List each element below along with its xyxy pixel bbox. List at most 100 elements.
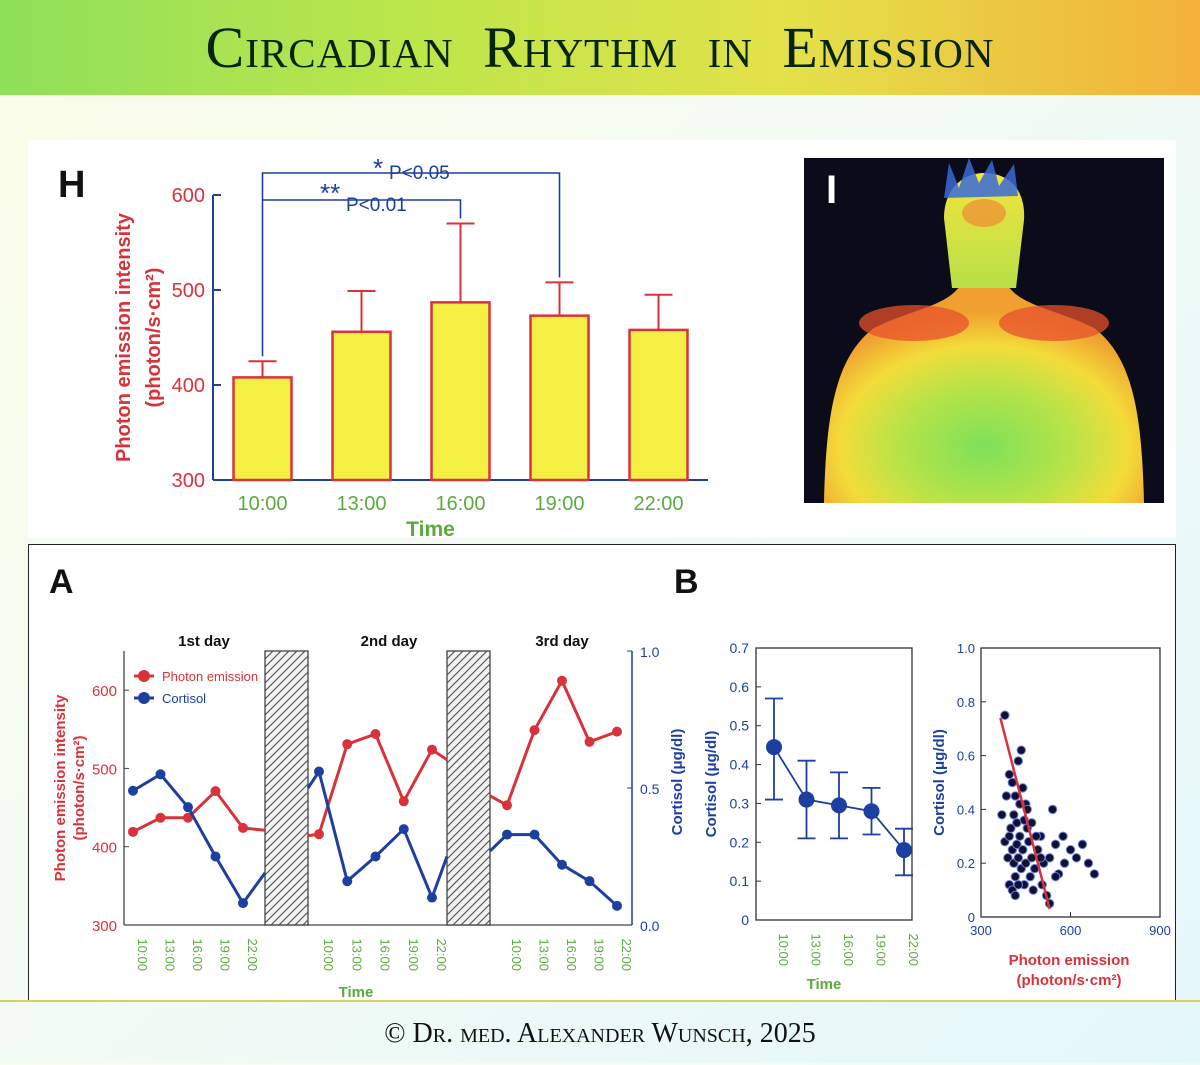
scatter-point — [1013, 880, 1023, 890]
data-point-cortisol — [210, 851, 221, 862]
hatch-line — [446, 727, 491, 772]
scatter-point — [1031, 831, 1041, 841]
hatch-line — [264, 679, 309, 724]
series-line-photon — [317, 732, 434, 835]
hatch-line — [264, 751, 309, 796]
hatch-line — [446, 679, 491, 724]
series-line-cortisol — [507, 833, 619, 907]
y-tick-label: 0 — [741, 912, 749, 928]
x-tick-label: 16:00 — [190, 938, 205, 971]
hatch-line — [446, 863, 491, 908]
hatch-line — [264, 775, 309, 820]
data-point-photon — [612, 726, 622, 737]
x-tick-label: 10:00 — [135, 938, 150, 971]
significance-stars: ** — [320, 178, 340, 208]
data-point-photon — [128, 826, 138, 837]
scatter-point — [997, 810, 1007, 820]
data-point-photon — [370, 728, 381, 739]
scatter-point — [1015, 831, 1025, 841]
scatter-point — [1021, 858, 1031, 868]
hatch-line — [294, 911, 309, 926]
bar — [331, 330, 392, 482]
scatter-point — [1058, 831, 1068, 841]
series-line-cortisol — [132, 772, 245, 904]
scatter-point — [1077, 839, 1088, 850]
x-tick-label: 13:00 — [163, 938, 178, 971]
hatch-line — [446, 650, 464, 668]
data-point-cortisol — [612, 900, 622, 911]
y-tick-label: 0.5 — [730, 718, 750, 734]
hatch-line — [264, 807, 309, 852]
hatch-line — [446, 783, 491, 828]
hatch-line — [264, 727, 309, 772]
data-point — [896, 842, 912, 859]
x-axis-title: Photon emission — [1009, 952, 1130, 969]
data-point-cortisol — [128, 785, 138, 796]
hatch-line — [264, 855, 309, 900]
hatch-line — [264, 650, 290, 676]
hatch-line — [446, 767, 491, 812]
chart-a-b: A B 300 400 500 600 0.0 0.5 1.0 1st day 2nd day 3… — [49, 563, 1171, 1000]
scatter-point — [1059, 858, 1070, 868]
y-tick-label-left: 500 — [92, 761, 117, 778]
thermal-face-hotspot — [962, 199, 1006, 227]
x-tick-label: 10:00 — [237, 493, 287, 515]
hatch-line — [264, 655, 309, 700]
title-bar: Circadian Rhythm in Emission — [0, 0, 1200, 95]
y-axis-title-right: Cortisol (μg/dl) — [669, 729, 686, 836]
x-tick-label: 22:00 — [633, 493, 683, 515]
hatch-line — [264, 831, 309, 876]
hatch-line — [452, 887, 491, 926]
series-stub — [430, 855, 449, 899]
scatter-point — [1004, 769, 1015, 780]
data-point-cortisol — [370, 851, 381, 862]
y-tick-label-right: 0.5 — [640, 781, 660, 797]
scatter-point — [1009, 810, 1019, 820]
y-tick-label: 0.6 — [957, 749, 975, 764]
x-tick-label: 19:00 — [874, 933, 889, 966]
x-tick-label: 13:00 — [336, 493, 386, 515]
x-tick-label: 600 — [1060, 923, 1082, 938]
panel-label-h: H — [58, 164, 85, 206]
scatter-point — [1016, 745, 1026, 755]
x-tick-label: 19:00 — [218, 938, 233, 971]
scatter-point — [1010, 791, 1021, 801]
scatter-point — [1000, 710, 1010, 720]
bottom-panel: A B 300 400 500 600 0.0 0.5 1.0 1st day 2nd day 3… — [28, 544, 1176, 1002]
data-point-photon — [183, 812, 193, 823]
footer: © Dr. med. Alexander Wunsch, 2025 — [0, 1000, 1200, 1065]
y-tick-label: 0.4 — [957, 802, 975, 817]
y-tick-label: 500 — [172, 280, 205, 302]
hatch-line — [264, 650, 306, 692]
hatch-line — [446, 711, 491, 756]
scatter-point — [1025, 871, 1035, 882]
hatch-line — [264, 871, 309, 916]
data-point — [766, 739, 782, 756]
hatch-line — [446, 650, 456, 660]
panel-label-b: B — [674, 563, 699, 601]
y-tick-label: 0.7 — [730, 640, 750, 656]
hatch-line — [446, 695, 491, 740]
data-point-photon — [557, 675, 567, 686]
hatch-line — [446, 839, 491, 884]
hatch-line — [270, 887, 309, 926]
scatter-point — [1047, 804, 1058, 815]
hatch-line — [446, 650, 488, 692]
day-label: 1st day — [178, 633, 230, 650]
hatch-line — [264, 863, 309, 908]
hatch-line — [264, 650, 282, 668]
panel-label-a: A — [49, 563, 74, 601]
data-point — [863, 803, 880, 820]
scatter-point — [1013, 756, 1023, 766]
x-tick-label: 13:00 — [537, 938, 552, 971]
x-tick-label: 10:00 — [321, 938, 336, 971]
data-point-cortisol — [557, 859, 567, 870]
hatch-line — [278, 895, 309, 926]
y-tick-label: 300 — [172, 470, 205, 492]
significance-bracket — [261, 172, 561, 357]
hatch-line — [446, 807, 491, 852]
y-tick-label-right: 0.0 — [640, 918, 660, 934]
x-tick-label: 19:00 — [592, 938, 607, 971]
series-stub — [306, 770, 321, 789]
y-tick-label: 400 — [172, 375, 205, 397]
